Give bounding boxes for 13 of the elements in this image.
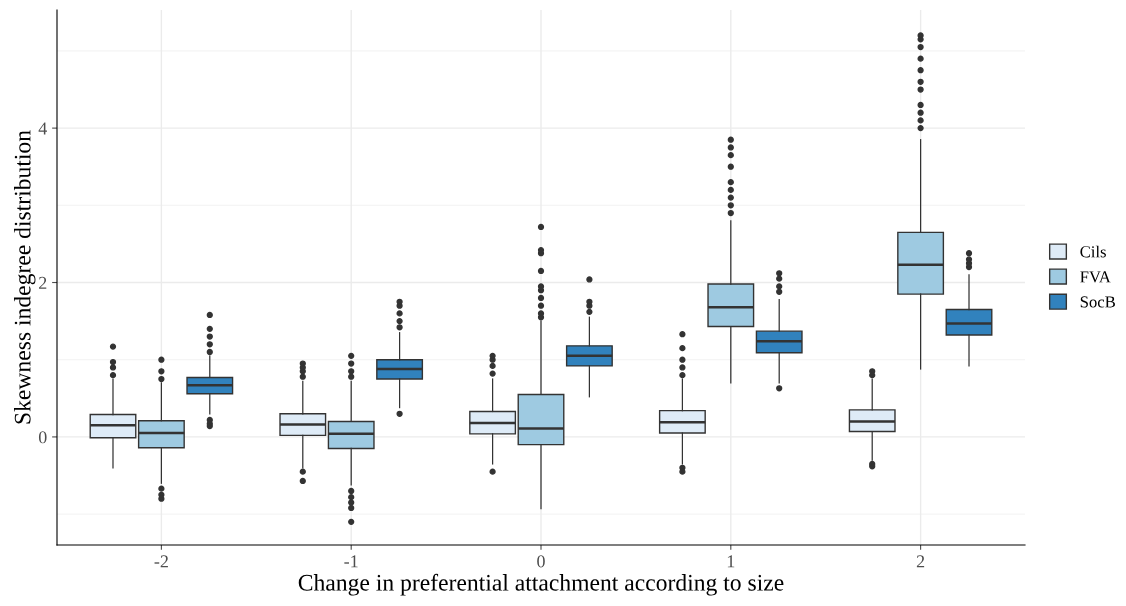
x-tick-label: 1: [727, 555, 735, 568]
x-tick-label: -2: [154, 555, 168, 568]
y-tick-label: 4: [38, 122, 47, 135]
y-axis-title: Skewness indegree distribution: [13, 130, 36, 424]
legend-label: FVA: [1080, 271, 1111, 283]
legend-label: Cils: [1080, 245, 1106, 258]
x-tick-label: -1: [344, 555, 358, 568]
x-axis-title: Change in preferential attachment according to size: [298, 573, 784, 596]
x-tick-label: 2: [916, 555, 925, 568]
x-tick-label: 0: [537, 555, 545, 568]
legend-label: SocB: [1080, 296, 1115, 308]
y-tick-label: 2: [39, 276, 47, 289]
y-tick-label: 0: [38, 431, 47, 444]
